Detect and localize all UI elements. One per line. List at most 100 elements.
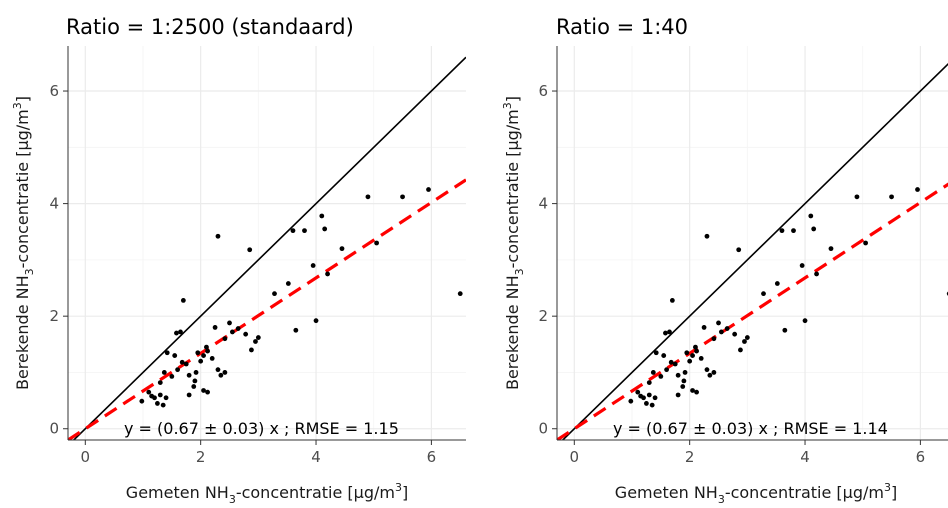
data-point — [664, 367, 669, 373]
x-tick-label: 6 — [427, 448, 437, 466]
data-point — [658, 373, 664, 379]
data-point — [761, 291, 766, 297]
data-point — [799, 263, 805, 268]
y-tick-label: 4 — [538, 195, 548, 213]
data-point — [204, 344, 209, 350]
data-point — [186, 392, 192, 398]
x-tick-label: 4 — [800, 448, 810, 466]
data-point — [139, 398, 145, 404]
data-point — [668, 359, 674, 365]
chart-title: Ratio = 1:2500 (standaard) — [66, 15, 354, 39]
x-axis-label-end: ] — [891, 483, 897, 502]
data-point — [718, 329, 724, 335]
data-point — [663, 330, 668, 336]
y-axis-label-post: -concentratie [µg/m — [13, 109, 32, 268]
data-point — [680, 384, 686, 389]
data-point — [310, 263, 316, 268]
chart-panel-2: 0 2 4 6 0 2 4 6 Ratio = 1:40 y = (0.67 ± 0.03) x … — [501, 15, 948, 506]
data-point — [675, 372, 681, 378]
data-point — [694, 389, 699, 395]
y-axis-label-pre: Berekende NH — [13, 275, 32, 390]
data-point — [782, 327, 788, 333]
data-point — [854, 194, 860, 200]
data-point — [195, 350, 201, 356]
data-point — [711, 336, 717, 342]
data-point — [172, 353, 178, 358]
y-axis-label-pre: Berekende NH — [503, 275, 522, 390]
y-axis-label-sup: 3 — [11, 102, 24, 109]
fit-annotation: y = (0.67 ± 0.03) x ; RMSE = 1.15 — [124, 419, 399, 438]
y-tick-label: 2 — [49, 307, 59, 325]
y-tick-label: 0 — [538, 420, 548, 438]
data-point — [272, 291, 277, 297]
data-point — [164, 350, 170, 356]
data-point — [255, 335, 261, 340]
x-tick-label: 2 — [196, 448, 206, 466]
data-point — [152, 395, 157, 401]
x-tick-label: 4 — [311, 448, 321, 466]
data-point — [716, 320, 721, 326]
data-point — [229, 329, 235, 335]
data-point — [738, 347, 743, 353]
y-tick-label: 6 — [49, 82, 59, 100]
y-axis-label-end: ] — [503, 96, 522, 102]
data-point — [802, 318, 808, 324]
data-point — [160, 402, 166, 408]
data-point — [235, 326, 241, 331]
data-point — [179, 359, 185, 365]
x-axis-label-end: ] — [402, 483, 408, 502]
data-point — [707, 372, 713, 378]
x-tick-label: 0 — [81, 448, 91, 466]
data-point — [313, 318, 319, 324]
data-point — [744, 335, 750, 340]
data-point — [687, 358, 693, 364]
reference-line — [561, 62, 948, 440]
data-point — [646, 380, 652, 385]
data-point — [649, 402, 655, 408]
plot-area — [557, 46, 948, 440]
data-point — [146, 389, 152, 395]
y-axis-label-sup: 3 — [501, 102, 514, 109]
x-axis-label-sub: 3 — [229, 493, 236, 506]
x-axis-label: Gemeten NH3-concentratie [µg/m3] — [615, 481, 897, 506]
data-point — [701, 325, 707, 330]
data-point — [178, 329, 183, 335]
data-point — [325, 271, 330, 277]
data-point — [183, 361, 189, 367]
data-point — [155, 401, 160, 406]
data-point — [667, 329, 672, 335]
data-point — [774, 281, 780, 286]
data-point — [690, 388, 695, 393]
chart-title: Ratio = 1:40 — [556, 15, 688, 39]
data-point — [302, 228, 307, 234]
data-point — [661, 353, 667, 358]
data-point — [218, 372, 224, 378]
x-tick-label: 6 — [916, 448, 926, 466]
data-point — [374, 240, 379, 246]
data-point — [322, 226, 328, 232]
x-tick-label: 0 — [570, 448, 580, 466]
data-point — [186, 372, 192, 378]
data-point — [163, 395, 169, 401]
data-point — [698, 355, 704, 361]
y-axis-label-sub: 3 — [513, 268, 526, 275]
x-axis-label-sup: 3 — [395, 481, 402, 494]
data-point — [915, 187, 920, 192]
data-point — [808, 213, 814, 219]
data-point — [285, 281, 291, 286]
data-point — [212, 325, 218, 330]
data-point — [319, 213, 325, 219]
data-point — [732, 331, 738, 337]
y-tick-label: 0 — [49, 420, 59, 438]
data-point — [293, 327, 299, 333]
data-point — [828, 246, 834, 252]
x-axis-label-pre: Gemeten NH — [615, 483, 718, 502]
data-point — [641, 395, 646, 401]
x-axis-label-sub: 3 — [718, 493, 725, 506]
data-point — [215, 367, 221, 373]
data-point — [193, 370, 199, 375]
data-point — [227, 320, 232, 326]
data-point — [814, 271, 819, 277]
data-point — [400, 194, 405, 200]
data-point — [175, 367, 180, 373]
